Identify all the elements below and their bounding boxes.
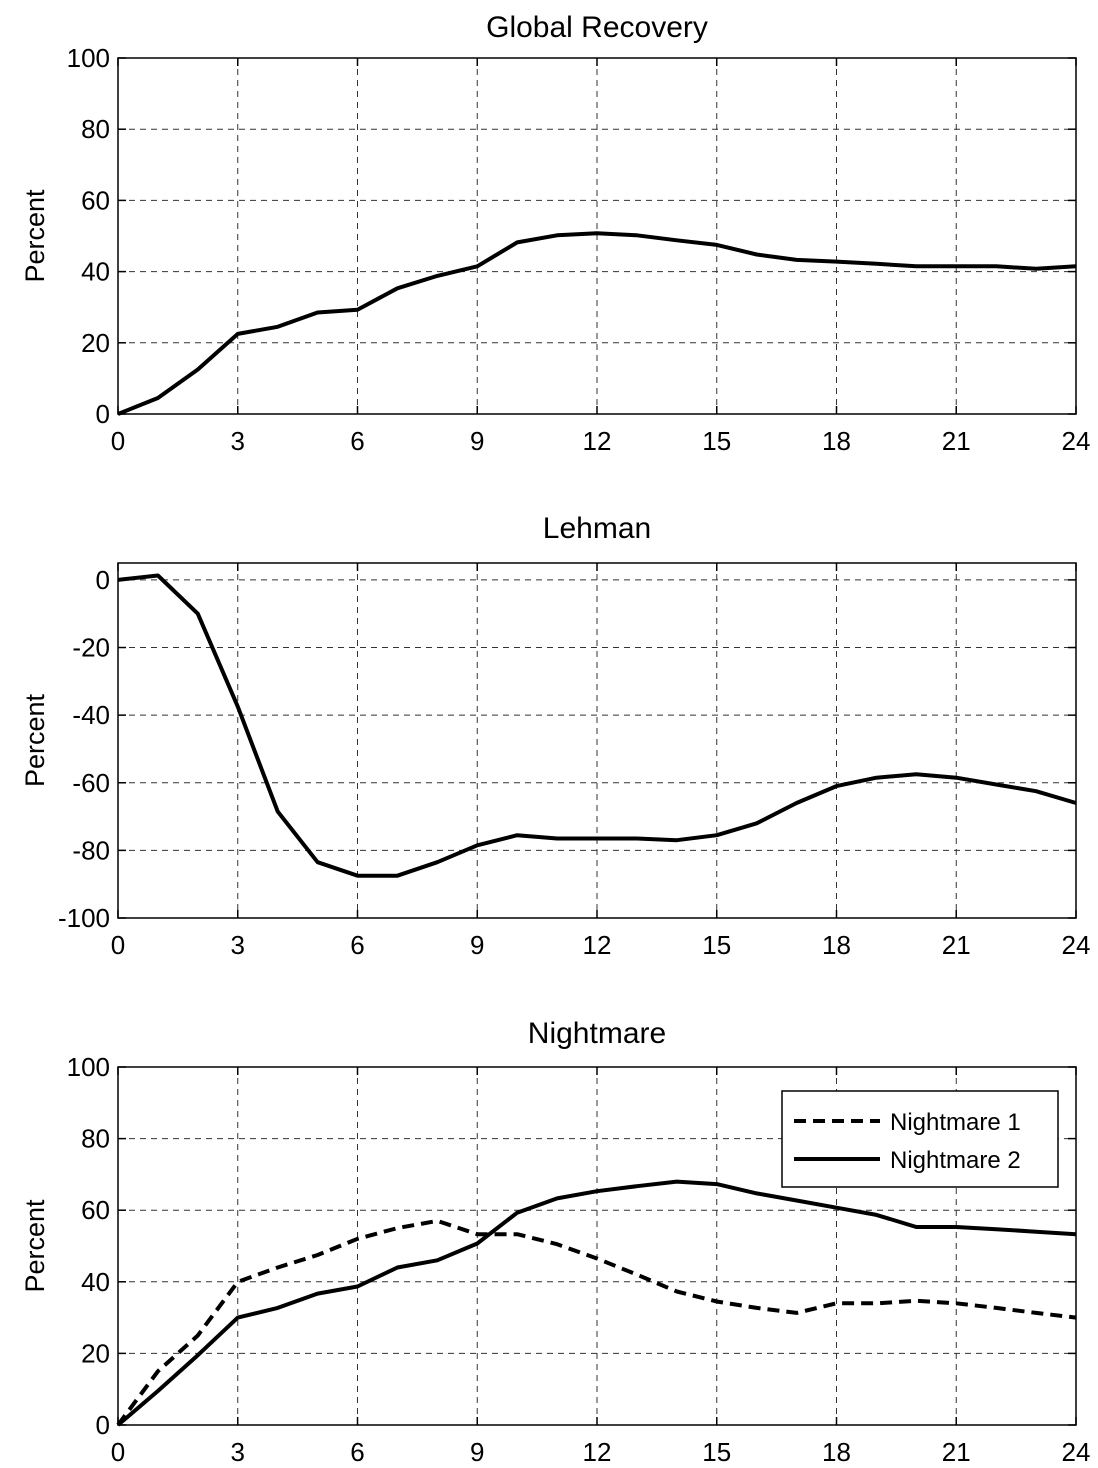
y-tick-label: 80: [81, 1124, 110, 1154]
x-tick-label: 18: [822, 1437, 851, 1467]
x-tick-label: 6: [350, 1437, 364, 1467]
x-tick-label: 0: [111, 930, 125, 960]
series-line-nightmare-1: [116, 1218, 1077, 1427]
y-tick-label: 0: [96, 399, 110, 429]
y-tick-label: 80: [81, 114, 110, 144]
y-tick-label: 100: [67, 43, 110, 73]
y-tick-label: 60: [81, 1195, 110, 1225]
subplot-3: 0 3 6 9 12 15 18 21 24 0 20 40 60 80 100 Nightmare Perce…: [20, 1017, 1090, 1467]
y-axis-label: Percent: [20, 693, 50, 787]
x-tick-label: 18: [822, 930, 851, 960]
series-line-1: [117, 573, 1077, 878]
y-tick-label: 40: [81, 1267, 110, 1297]
y-tick-label: 40: [81, 257, 110, 287]
y-axis-label: Percent: [20, 1199, 50, 1293]
x-tick-label: 3: [231, 1437, 245, 1467]
x-tick-label: 6: [350, 930, 364, 960]
x-tick-label: 0: [111, 426, 125, 456]
x-tick-label: 15: [702, 930, 731, 960]
x-tick-label: 9: [470, 1437, 484, 1467]
subplot-1: 0 3 6 9 12 15 18 21 24 0 20 40 60 80 100 Global Recover…: [20, 11, 1090, 456]
legend-box: [781, 1090, 1059, 1188]
x-tick-label: 21: [942, 426, 971, 456]
y-tick-label: -100: [58, 903, 110, 933]
x-tick-label: 9: [470, 426, 484, 456]
y-tick-label: -20: [72, 633, 110, 663]
chart-title: Global Recovery: [486, 11, 708, 44]
y-tick-label: 20: [81, 1338, 110, 1368]
series-line-nightmare-2: [116, 1179, 1077, 1427]
series-line-1: [117, 231, 1077, 416]
x-tick-label: 24: [1062, 930, 1091, 960]
x-tick-label: 15: [702, 426, 731, 456]
chart-title: Nightmare: [528, 1017, 666, 1050]
y-tick-label: 20: [81, 328, 110, 358]
y-tick-label: -80: [72, 835, 110, 865]
y-axis-label: Percent: [20, 189, 50, 283]
x-tick-label: 12: [583, 1437, 612, 1467]
x-tick-label: 3: [231, 930, 245, 960]
y-tick-label: 0: [96, 1410, 110, 1440]
x-tick-label: 3: [231, 426, 245, 456]
x-tick-label: 12: [583, 426, 612, 456]
y-tick-label: -40: [72, 700, 110, 730]
x-tick-label: 12: [583, 930, 612, 960]
x-tick-label: 0: [111, 1437, 125, 1467]
legend-label: Nightmare 1: [890, 1109, 1021, 1136]
x-tick-label: 24: [1062, 1437, 1091, 1467]
subplot-2: 0 3 6 9 12 15 18 21 24 -100 -80 -60 -40 -20 0 Lehman Per…: [20, 512, 1090, 960]
chart-title: Lehman: [543, 512, 651, 545]
x-tick-label: 6: [350, 426, 364, 456]
x-tick-label: 24: [1062, 426, 1091, 456]
x-tick-label: 18: [822, 426, 851, 456]
x-tick-label: 21: [942, 930, 971, 960]
x-tick-label: 9: [470, 930, 484, 960]
x-tick-label: 21: [942, 1437, 971, 1467]
y-tick-label: -60: [72, 768, 110, 798]
y-tick-label: 0: [96, 565, 110, 595]
x-tick-label: 15: [702, 1437, 731, 1467]
legend-label: Nightmare 2: [890, 1147, 1021, 1174]
y-tick-label: 60: [81, 185, 110, 215]
y-tick-label: 100: [67, 1052, 110, 1082]
legend: Nightmare 1 Nightmare 2: [781, 1090, 1059, 1188]
